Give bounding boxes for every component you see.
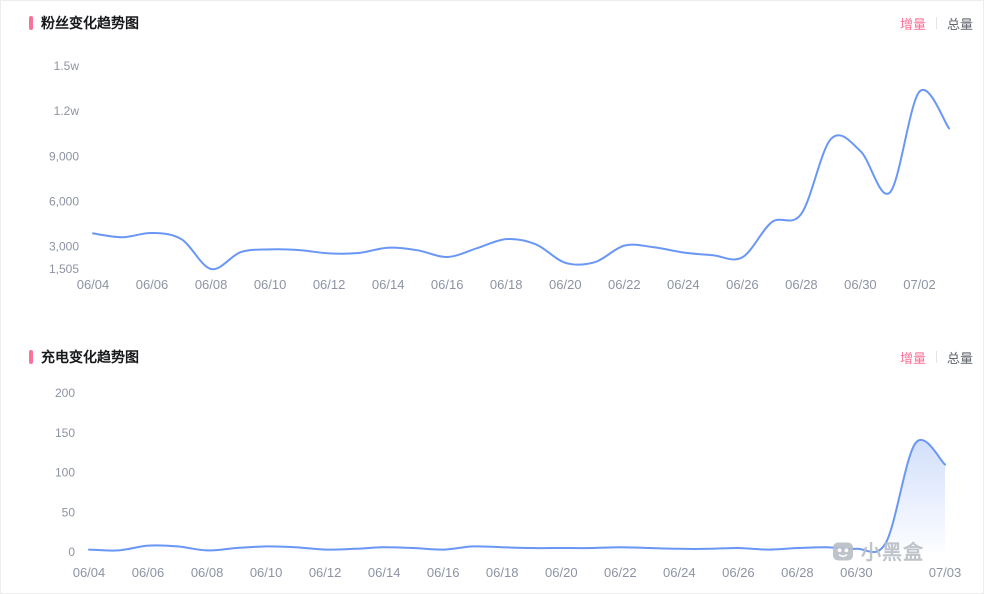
- toggle-divider: [935, 351, 937, 363]
- svg-text:06/18: 06/18: [490, 277, 523, 292]
- toggle-divider: [935, 17, 937, 29]
- svg-text:06/04: 06/04: [77, 277, 110, 292]
- svg-text:50: 50: [62, 505, 76, 519]
- svg-text:150: 150: [55, 426, 75, 440]
- svg-text:9,000: 9,000: [49, 149, 79, 163]
- svg-text:1.5w: 1.5w: [54, 59, 80, 73]
- charging-chart-mode-toggle: 增量 总量: [900, 348, 973, 367]
- svg-text:100: 100: [55, 466, 75, 480]
- svg-text:06/16: 06/16: [427, 565, 460, 580]
- svg-text:06/04: 06/04: [73, 565, 106, 580]
- svg-text:06/28: 06/28: [785, 277, 818, 292]
- charging-trend-line-chart: 0 50 100 150 200 06/04 06/06 06/08 06/10 06/12 06/…: [55, 386, 962, 580]
- charging-chart-title-text: 充电变化趋势图: [41, 349, 139, 365]
- svg-text:06/24: 06/24: [663, 565, 696, 580]
- svg-text:06/16: 06/16: [431, 277, 464, 292]
- fans-increment-toggle[interactable]: 增量: [899, 16, 926, 32]
- svg-text:06/20: 06/20: [549, 277, 582, 292]
- svg-text:06/10: 06/10: [250, 565, 283, 580]
- svg-text:06/30: 06/30: [844, 277, 877, 292]
- fans-chart-mode-toggle: 增量 总量: [900, 14, 973, 33]
- svg-text:06/14: 06/14: [372, 277, 405, 292]
- svg-text:07/02: 07/02: [903, 277, 936, 292]
- svg-text:1,505: 1,505: [49, 262, 79, 276]
- svg-text:07/03: 07/03: [929, 565, 962, 580]
- fans-chart-title-text: 粉丝变化趋势图: [41, 15, 139, 31]
- svg-text:06/22: 06/22: [608, 277, 641, 292]
- charging-increment-toggle[interactable]: 增量: [899, 350, 926, 366]
- svg-text:06/30: 06/30: [840, 565, 873, 580]
- svg-text:200: 200: [55, 386, 75, 400]
- svg-text:06/08: 06/08: [191, 565, 224, 580]
- fans-chart-header: 粉丝变化趋势图 增量 总量: [1, 12, 983, 34]
- fans-total-toggle[interactable]: 总量: [946, 16, 973, 32]
- fans-trend-line-chart: 1,505 3,000 6,000 9,000 1.2w 1.5w 06/04 06/06 06…: [49, 59, 950, 292]
- svg-text:06/26: 06/26: [722, 565, 755, 580]
- svg-text:06/24: 06/24: [667, 277, 700, 292]
- svg-text:06/28: 06/28: [781, 565, 814, 580]
- svg-text:06/06: 06/06: [136, 277, 169, 292]
- svg-text:06/18: 06/18: [486, 565, 519, 580]
- svg-text:1.2w: 1.2w: [54, 104, 80, 118]
- svg-text:6,000: 6,000: [49, 194, 79, 208]
- fans-chart-title: 粉丝变化趋势图: [29, 13, 139, 33]
- svg-text:06/08: 06/08: [195, 277, 228, 292]
- svg-text:3,000: 3,000: [49, 240, 79, 254]
- svg-text:06/14: 06/14: [368, 565, 401, 580]
- charging-chart-header: 充电变化趋势图 增量 总量: [1, 346, 983, 368]
- svg-text:06/20: 06/20: [545, 565, 578, 580]
- charging-chart-title: 充电变化趋势图: [29, 347, 139, 367]
- svg-text:06/12: 06/12: [313, 277, 346, 292]
- title-accent-bar-icon: [29, 16, 33, 30]
- svg-text:06/26: 06/26: [726, 277, 759, 292]
- charging-total-toggle[interactable]: 总量: [946, 350, 973, 366]
- svg-text:06/22: 06/22: [604, 565, 637, 580]
- svg-text:0: 0: [68, 545, 75, 559]
- title-accent-bar-icon: [29, 350, 33, 364]
- svg-text:06/10: 06/10: [254, 277, 287, 292]
- svg-text:06/12: 06/12: [309, 565, 342, 580]
- svg-text:06/06: 06/06: [132, 565, 165, 580]
